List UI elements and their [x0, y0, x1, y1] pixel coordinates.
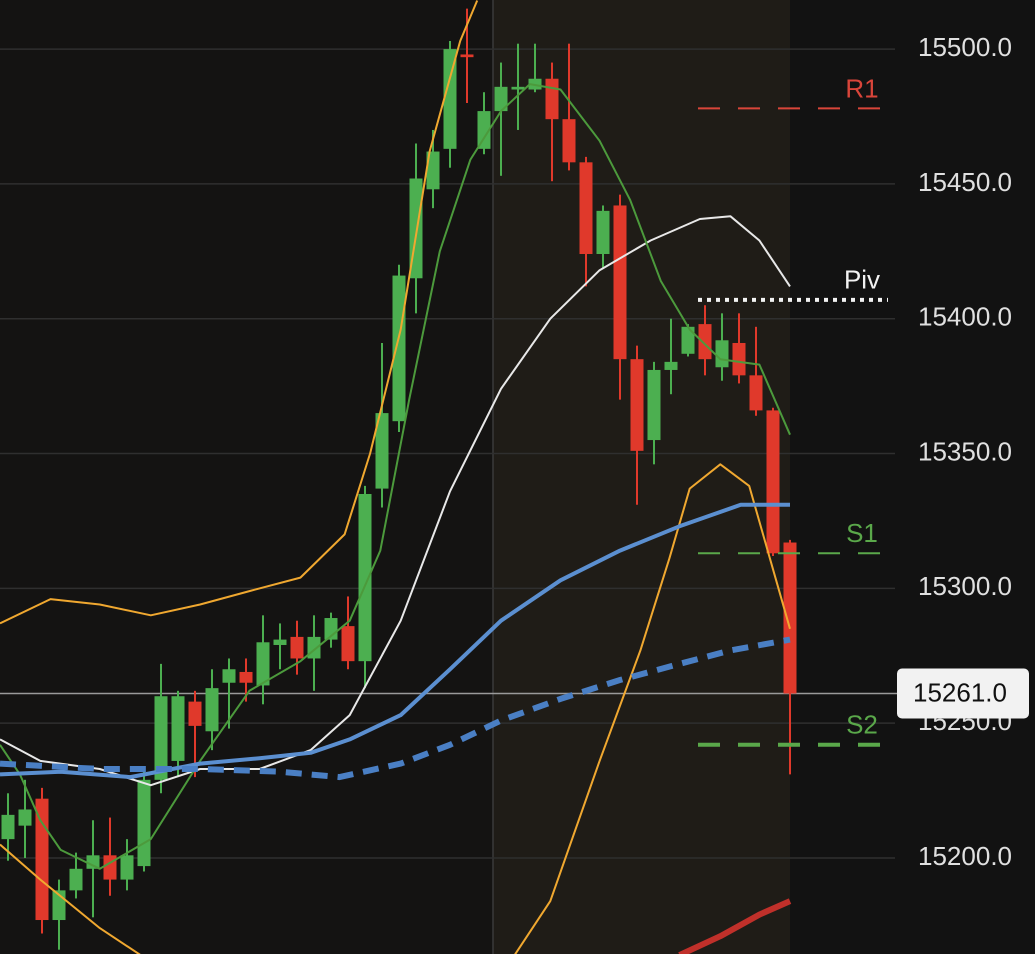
candle-body — [477, 111, 491, 149]
candle-body — [630, 359, 644, 451]
candle-body — [562, 119, 576, 163]
candle-body — [715, 340, 729, 368]
candle-body — [426, 151, 440, 190]
pivot-label: R1 — [845, 73, 878, 103]
session-shade — [0, 0, 493, 954]
candle-body — [18, 809, 32, 826]
candle-body — [392, 275, 406, 422]
candle-body — [256, 642, 270, 686]
pivot-label: S2 — [846, 710, 878, 740]
overlay-line — [0, 215, 791, 787]
candle-body — [375, 413, 389, 489]
candle-body — [766, 410, 780, 554]
candle-body — [307, 636, 321, 659]
candle-body — [681, 326, 695, 354]
y-tick-label: 15500.0 — [918, 32, 1012, 62]
last-price-label: 15261.0 — [913, 677, 1007, 707]
candle-body — [273, 639, 287, 645]
candle-body — [664, 361, 678, 370]
overlay-line — [0, 0, 479, 625]
candle-body — [188, 701, 202, 726]
candle-body — [154, 696, 168, 780]
overlay-line — [514, 463, 791, 954]
y-tick-label: 15350.0 — [918, 436, 1012, 466]
candle-body — [358, 493, 372, 662]
candle-body — [1, 814, 15, 840]
overlay-line — [0, 843, 141, 954]
y-tick-label: 15400.0 — [918, 302, 1012, 332]
candle-body — [783, 542, 797, 694]
candle-body — [647, 369, 661, 441]
candle-body — [460, 54, 474, 58]
candle-body — [613, 205, 627, 360]
y-tick-label: 15300.0 — [918, 571, 1012, 601]
candle-body — [443, 49, 457, 149]
y-tick-label: 15450.0 — [918, 167, 1012, 197]
candle-body — [137, 779, 151, 867]
candle-body — [596, 210, 610, 255]
candle-body — [222, 669, 236, 683]
candle-body — [698, 324, 712, 360]
candle-body — [545, 78, 559, 120]
candle-body — [511, 86, 525, 90]
candle-body — [341, 626, 355, 662]
candle-body — [290, 636, 304, 659]
overlay-line — [0, 502, 790, 780]
y-tick-label: 15200.0 — [918, 841, 1012, 871]
session-shade — [493, 0, 790, 954]
overlay-line — [0, 83, 791, 870]
candle-body — [86, 855, 100, 869]
candle-body — [69, 868, 83, 891]
candle-body — [35, 798, 49, 921]
overlay-line — [0, 636, 791, 781]
candle-body — [103, 855, 117, 880]
candle-body — [494, 86, 508, 112]
pivot-label: Piv — [844, 265, 880, 295]
candle-body — [120, 855, 134, 880]
overlay-line — [678, 898, 792, 954]
pivot-label: S1 — [846, 518, 878, 548]
candle-body — [171, 696, 185, 761]
candle-body — [749, 375, 763, 411]
candle-body — [579, 162, 593, 255]
candle-body — [239, 671, 253, 683]
candle-body — [205, 688, 219, 732]
last-price-box — [897, 668, 1029, 719]
candle-body — [732, 342, 746, 376]
